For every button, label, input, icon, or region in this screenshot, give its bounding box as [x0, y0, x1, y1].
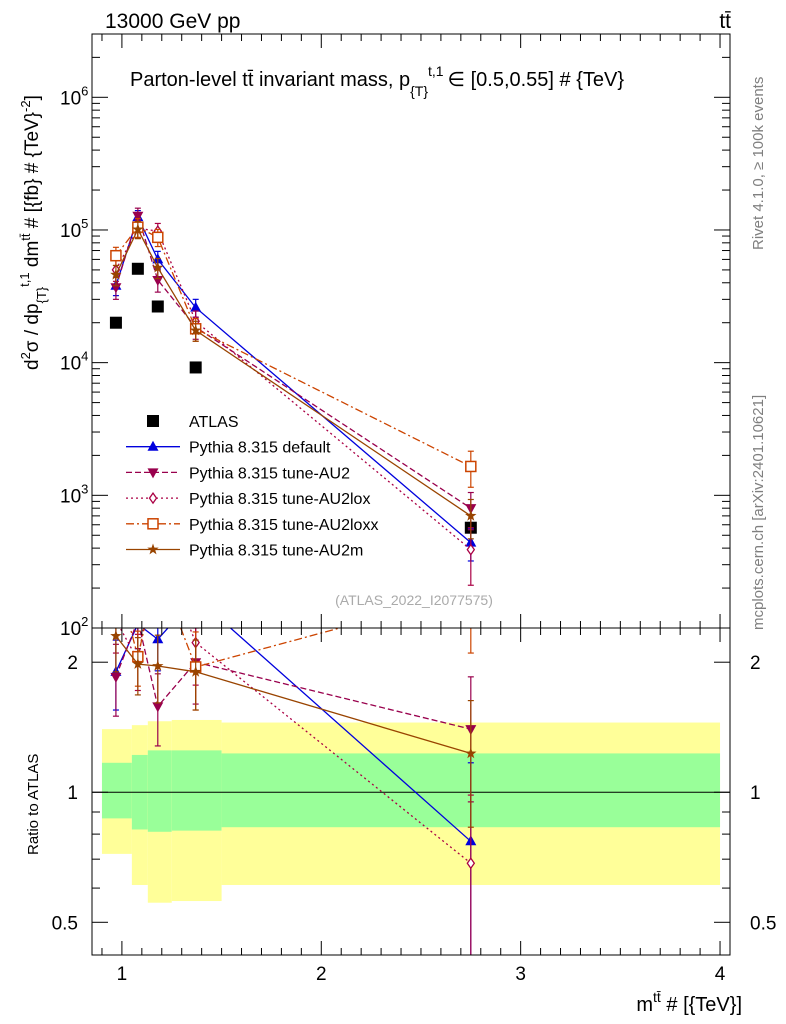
legend-label-au2loxx: Pythia 8.315 tune-AU2loxx: [189, 517, 378, 534]
data-point-default: [190, 301, 202, 312]
ratio-plot-frame: [91, 627, 731, 956]
main-y-axis-label: d2σ / dp{T}t,1 dmtt̄ # [{fb} # {TeV}-2]: [17, 95, 49, 370]
ratio-y-axis-label: Ratio to ATLAS: [25, 754, 42, 855]
ratio-line-au2lox: [119, 628, 472, 864]
band-inner-segment: [147, 750, 172, 832]
data-point-atlas: [109, 316, 122, 329]
data-point-au2m: [190, 324, 202, 336]
data-point-au2lox: [466, 543, 476, 556]
band-inner-segment: [171, 750, 222, 831]
legend-marker-au2: [147, 468, 159, 479]
rivet-label: Rivet 4.1.0, ≥ 100k events: [750, 77, 767, 250]
data-point-atlas: [189, 361, 202, 374]
axes: 1 2 3 4 102 103 104 105 106 0.5 0.5 1 1 2 2: [52, 33, 776, 985]
ratio-point-au2: [110, 672, 122, 683]
data-point-au2m: [110, 268, 122, 280]
ratio-point-au2m: [152, 660, 164, 671]
data-point-au2loxx: [152, 231, 164, 244]
band-inner-segment: [101, 762, 132, 819]
x-tick-label: 1: [117, 964, 128, 985]
ratio-point-au2lox: [154, 542, 161, 552]
y-tick-label: 104: [60, 349, 88, 375]
ratio-point-au2loxx: [153, 563, 163, 573]
plot-title: Parton-level tt̄ invariant mass, p{T}t,1…: [130, 63, 624, 99]
ratio-point-au2m: [110, 630, 122, 641]
ratio-y-tick-label: 0.5: [52, 913, 78, 934]
ratio-point-au2m: [465, 747, 477, 759]
y-tick-label: 106: [60, 83, 88, 109]
ratio-y-tick-label-right: 2: [750, 653, 761, 674]
data-point-au2: [132, 211, 144, 222]
legend-label-default: Pythia 8.315 default: [189, 440, 331, 457]
series-line-au2loxx: [115, 226, 472, 468]
process-label: tt̄: [719, 10, 731, 33]
series-default: [110, 209, 477, 562]
ratio-point-au2: [152, 702, 164, 713]
legend-marker-default: [147, 440, 159, 451]
legend-marker-au2lox: [148, 491, 158, 505]
ratio-plot-series: [110, 542, 477, 955]
ratio-point-default: [190, 591, 201, 601]
x-axis-label: mtt̄ # [{TeV}]: [636, 989, 742, 1016]
data-point-au2m: [132, 223, 144, 235]
legend-label-au2m: Pythia 8.315 tune-AU2m: [189, 543, 363, 560]
ratio-point-au2lox: [112, 615, 119, 625]
legend-marker-au2loxx: [147, 518, 159, 530]
ratio-series-au2m: [110, 628, 477, 828]
ratio-uncertainty-bands: [101, 719, 721, 903]
x-tick-label: 4: [715, 964, 726, 985]
energy-label: 13000 GeV pp: [105, 10, 240, 33]
y-tick-label: 105: [60, 216, 88, 242]
y-tick-label: 103: [60, 481, 88, 507]
data-point-atlas: [131, 262, 144, 275]
data-point-atlas: [151, 300, 164, 313]
data-point-au2m: [465, 509, 477, 521]
ratio-y-tick-label: 2: [67, 653, 78, 674]
ratio-line-au2: [115, 628, 471, 730]
ratio-y-tick-label: 1: [67, 783, 78, 804]
data-point-au2loxx: [110, 249, 122, 262]
series-line-au2: [115, 213, 472, 509]
ratio-y-tick-label-right: 0.5: [750, 913, 776, 934]
ratio-point-au2loxx: [111, 569, 121, 579]
series-line-au2lox: [115, 227, 472, 551]
analysis-watermark: (ATLAS_2022_I2077575): [335, 592, 493, 608]
main-plot-series: [109, 207, 477, 586]
ratio-point-au2lox: [466, 857, 476, 870]
data-point-au2loxx: [465, 460, 477, 473]
ratio-point-au2m: [190, 665, 202, 677]
ratio-y-tick-label-right: 1: [750, 783, 761, 804]
legend-marker-au2m: [147, 543, 159, 555]
legend-label-au2lox: Pythia 8.315 tune-AU2lox: [189, 491, 370, 508]
x-tick-label: 3: [515, 964, 526, 985]
data-point-au2m: [152, 261, 164, 273]
main-plot-frame: [91, 33, 731, 629]
y-tick-label: 102: [60, 614, 88, 640]
legend-label-au2: Pythia 8.315 tune-AU2: [189, 465, 350, 482]
x-tick-label: 2: [316, 964, 327, 985]
ratio-line-au2loxx: [129, 628, 343, 668]
legend: ATLAS Pythia 8.315 default Pythia 8.315 tu…: [126, 414, 378, 560]
source-label: mcplots.cern.ch [arXiv:2401.10621]: [750, 395, 767, 630]
ratio-point-au2m: [132, 658, 144, 669]
legend-label-atlas: ATLAS: [189, 414, 239, 431]
legend-marker-atlas: [147, 415, 159, 427]
series-au2m: [110, 220, 477, 540]
